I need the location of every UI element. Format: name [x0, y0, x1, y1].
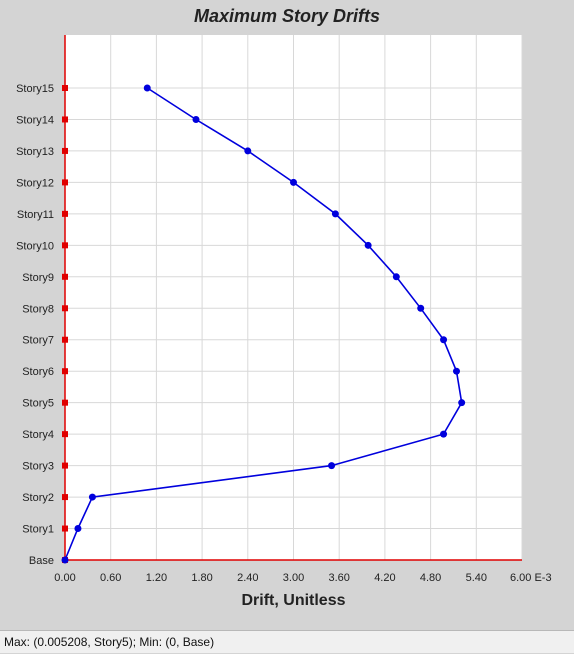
data-point: [440, 430, 448, 438]
data-point: [392, 273, 400, 281]
data-point: [88, 493, 96, 501]
story-marker: [62, 210, 68, 217]
story-marker: [62, 305, 68, 312]
story-marker: [62, 525, 68, 532]
story-marker: [62, 462, 68, 469]
x-tick-label: 0.60: [100, 572, 121, 584]
y-tick-label: Story11: [17, 209, 54, 221]
y-tick-label: Story6: [22, 366, 54, 378]
y-tick-label: Story4: [22, 429, 54, 441]
x-tick-label: 5.40: [466, 572, 487, 584]
x-tick-label: 1.80: [191, 572, 212, 584]
x-tick-label: 4.80: [420, 572, 441, 584]
x-tick-label: 1.20: [146, 572, 167, 584]
story-marker: [62, 368, 68, 375]
data-point: [61, 556, 69, 564]
story-marker: [62, 336, 68, 343]
story-marker: [62, 179, 68, 186]
chart-panel: Maximum Story Drifts Base Story1 Story2 Sto…: [16, 6, 552, 609]
story-marker: [62, 431, 68, 438]
story-marker: [62, 85, 68, 91]
y-tick-label: Story10: [16, 240, 54, 252]
x-tick-label: 6.00 E-3: [510, 572, 552, 584]
story-marker: [62, 147, 68, 154]
data-point: [417, 304, 425, 312]
story-marker: [62, 494, 68, 501]
story-marker: [62, 399, 68, 406]
y-tick-label: Story2: [22, 492, 54, 504]
status-bar: Max: (0.005208, Story5); Min: (0, Base): [0, 630, 574, 653]
data-point: [290, 178, 297, 186]
x-tick-label: 2.40: [237, 572, 258, 584]
data-point: [192, 115, 200, 123]
story-marker: [62, 273, 68, 280]
x-tick-label: 4.20: [374, 572, 395, 584]
data-point: [328, 462, 336, 470]
data-point: [364, 241, 372, 249]
chart-title: Maximum Story Drifts: [193, 6, 381, 26]
data-point: [458, 399, 466, 407]
y-tick-label: Story5: [22, 398, 54, 410]
data-point: [74, 525, 82, 533]
y-tick-label: Story8: [22, 303, 54, 315]
y-tick-label: Story15: [16, 83, 54, 95]
data-point: [143, 84, 151, 92]
y-tick-label: Story9: [22, 272, 54, 284]
y-tick-label: Story12: [16, 177, 54, 189]
data-point: [440, 336, 448, 344]
x-tick-label: 3.00: [283, 572, 304, 584]
y-tick-label: Base: [29, 555, 54, 567]
drift-chart: Base Story1 Story2 Story3 Story4 Story5 Story6…: [16, 35, 552, 609]
y-tick-label: Story13: [16, 146, 54, 158]
series-line: [64, 87, 463, 561]
data-point: [244, 147, 252, 155]
x-axis-title: Drift, Unitless: [241, 592, 345, 609]
data-point: [452, 367, 460, 375]
story-marker: [62, 116, 68, 123]
x-tick-label: 3.60: [328, 572, 349, 584]
y-tick-label: Story14: [16, 114, 54, 126]
y-tick-label: Story1: [22, 524, 54, 536]
story-marker: [62, 242, 68, 249]
y-tick-label: Story3: [22, 461, 54, 473]
y-tick-label: Story7: [22, 335, 54, 347]
data-point: [331, 210, 339, 218]
x-tick-label: 0.00: [54, 572, 75, 584]
